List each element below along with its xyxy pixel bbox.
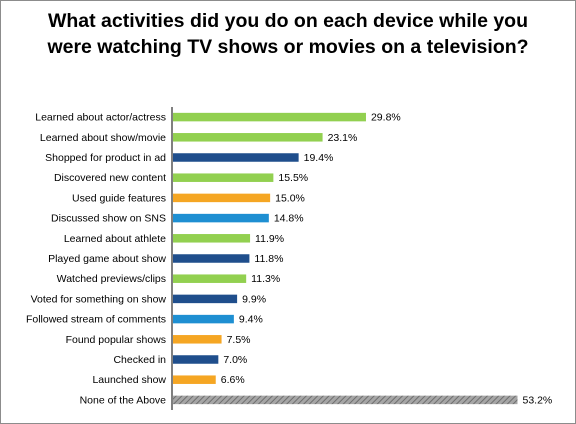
category-label-learned-about-athlete: Learned about athlete: [64, 233, 166, 245]
category-label-none-of-the-above: None of the Above: [80, 394, 167, 406]
chart-title: What activities did you do on each devic…: [47, 10, 529, 58]
category-label-shopped-for-product-in-ad: Shopped for product in ad: [45, 152, 166, 164]
value-label-played-game-about-show: 11.8%: [254, 253, 283, 265]
bar-watched-previews-clips: [173, 274, 247, 283]
value-label-found-popular-shows: 7.5%: [227, 334, 251, 346]
bar-none-of-the-above: [173, 395, 518, 405]
value-label-learned-about-show-movie: 23.1%: [328, 132, 358, 144]
value-label-followed-stream-of-comments: 9.4%: [239, 314, 263, 326]
bar-discovered-new-content: [173, 173, 274, 182]
category-label-used-guide-features: Used guide features: [72, 192, 166, 204]
category-label-launched-show: Launched show: [92, 374, 166, 386]
bar-used-guide-features: [173, 193, 271, 203]
bar-learned-about-athlete: [173, 234, 251, 243]
value-label-learned-about-actor-actress: 29.8%: [371, 112, 401, 124]
category-label-followed-stream-of-comments: Followed stream of comments: [26, 314, 166, 326]
category-label-voted-for-something-on-show: Voted for something on show: [31, 293, 167, 305]
category-label-watched-previews-clips: Watched previews/clips: [57, 273, 166, 285]
bar-found-popular-shows: [173, 335, 222, 344]
category-label-discussed-show-on-sns: Discussed show on SNS: [51, 213, 166, 225]
category-label-played-game-about-show: Played game about show: [48, 253, 166, 265]
bar-shopped-for-product-in-ad: [173, 153, 299, 162]
category-label-learned-about-show-movie: Learned about show/movie: [40, 132, 166, 144]
bar-discussed-show-on-sns: [173, 213, 269, 223]
bar-followed-stream-of-comments: [173, 314, 234, 324]
value-label-none-of-the-above: 53.2%: [523, 394, 553, 406]
category-label-found-popular-shows: Found popular shows: [66, 334, 166, 346]
value-label-voted-for-something-on-show: 9.9%: [242, 293, 266, 305]
value-label-checked-in: 7.0%: [223, 354, 247, 366]
value-label-learned-about-athlete: 11.9%: [255, 233, 284, 245]
bar-launched-show: [173, 375, 216, 384]
bar-learned-about-actor-actress: [173, 112, 366, 122]
value-label-used-guide-features: 15.0%: [275, 192, 305, 204]
value-label-discovered-new-content: 15.5%: [278, 172, 308, 184]
category-label-checked-in: Checked in: [113, 354, 166, 366]
value-label-shopped-for-product-in-ad: 19.4%: [304, 152, 334, 164]
bar-played-game-about-show: [173, 254, 250, 263]
bar-checked-in: [173, 355, 219, 364]
category-label-learned-about-actor-actress: Learned about actor/actress: [35, 112, 166, 124]
category-label-discovered-new-content: Discovered new content: [54, 172, 166, 184]
bar-voted-for-something-on-show: [173, 294, 238, 304]
value-label-discussed-show-on-sns: 14.8%: [274, 213, 304, 225]
bar-learned-about-show-movie: [173, 133, 323, 142]
value-label-launched-show: 6.6%: [221, 374, 245, 386]
value-label-watched-previews-clips: 11.3%: [251, 273, 280, 285]
